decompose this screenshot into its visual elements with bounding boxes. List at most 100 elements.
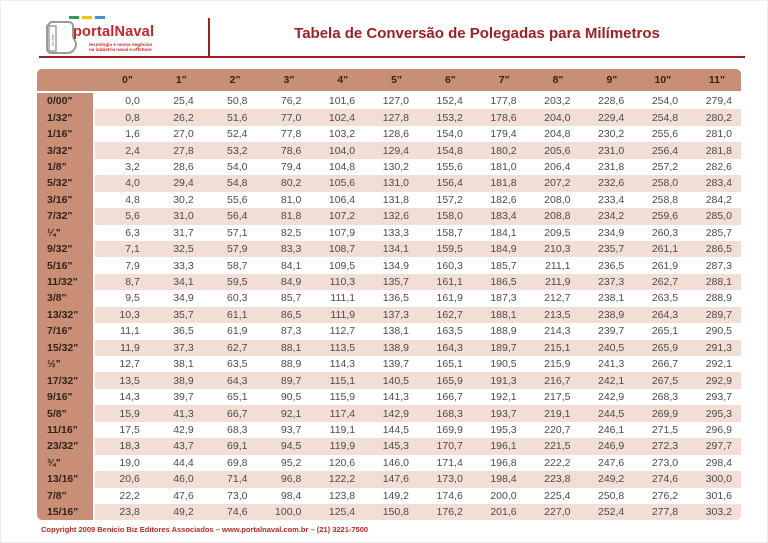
row-header: 15/16": [37, 503, 95, 521]
table-cell: 38,1: [148, 356, 203, 373]
row-header: 23/32": [37, 438, 95, 455]
table-cell: 105,6: [310, 175, 365, 192]
table-cell: 141,3: [364, 388, 418, 406]
table-cell: 242,1: [579, 372, 634, 389]
table-row: 17/32" 13,5 38,9 64,3 89,7 115,1 140,5 165,9 191…: [37, 372, 741, 389]
table-cell: 210,3: [525, 240, 580, 258]
table-cell: 20,6: [95, 471, 149, 488]
row-header: ¼": [37, 224, 95, 241]
table-cell: 73,0: [202, 487, 257, 504]
table-cell: 74,6: [202, 503, 257, 521]
table-cell: 106,4: [310, 191, 365, 209]
table-row: 7/8" 22,2 47,6 73,0 98,4 123,8 149,2 174,6 200,0…: [37, 487, 741, 504]
table-row: ½" 12,7 38,1 63,5 88,9 114,3 139,7 165,1 190,5 21…: [37, 356, 741, 373]
table-cell: 104,8: [310, 158, 365, 176]
table-row: ¾" 19,0 44,4 69,8 95,2 120,6 146,0 171,4 196,8 22…: [37, 454, 741, 472]
table-cell: 219,1: [525, 405, 580, 422]
column-header: 8": [525, 69, 580, 93]
table-cell: 3,2: [95, 158, 149, 176]
table-cell: 174,6: [417, 487, 472, 504]
table-cell: 107,9: [310, 224, 365, 241]
table-cell: 164,3: [417, 339, 472, 356]
table-cell: 129,4: [364, 142, 418, 159]
table-row: 3/32" 2,4 27,8 53,2 78,6 104,0 129,4 154,8 180,2…: [37, 142, 741, 159]
table-cell: 139,7: [364, 356, 418, 373]
table-cell: 260,3: [633, 224, 688, 241]
table-cell: 153,2: [417, 109, 472, 126]
table-cell: 223,8: [525, 471, 580, 488]
table-cell: 161,1: [417, 273, 472, 291]
table-cell: 284,2: [687, 191, 741, 209]
table-cell: 196,1: [471, 438, 526, 455]
table-cell: 132,6: [364, 208, 418, 225]
table-cell: 76,2: [256, 93, 311, 110]
table-cell: 152,4: [417, 93, 472, 110]
table-cell: 184,1: [471, 224, 526, 241]
row-header: 7/32": [37, 208, 95, 225]
table-cell: 292,1: [687, 356, 741, 373]
table-cell: 6,3: [95, 224, 149, 241]
table-cell: 138,1: [364, 323, 418, 340]
table-cell: 140,5: [364, 372, 418, 389]
table-cell: 288,9: [687, 290, 741, 307]
table-cell: 186,5: [471, 273, 526, 291]
table-cell: 188,1: [471, 306, 526, 324]
table-cell: 168,3: [417, 405, 472, 422]
table-cell: 131,0: [364, 175, 418, 192]
table-cell: 234,9: [579, 224, 634, 241]
table-cell: 93,7: [256, 421, 311, 439]
table-cell: 31,0: [148, 208, 203, 225]
row-header: 11/32": [37, 273, 95, 291]
table-cell: 214,3: [525, 323, 580, 340]
table-cell: 12,7: [95, 356, 149, 373]
table-cell: 69,8: [202, 454, 257, 472]
table-cell: 261,1: [633, 240, 688, 258]
table-cell: 154,8: [417, 142, 472, 159]
page-title: Tabela de Conversão de Polegadas para Mi…: [294, 25, 660, 42]
table-cell: 9,5: [95, 290, 149, 307]
table-cell: 0,8: [95, 109, 149, 126]
table-cell: 64,3: [202, 372, 257, 389]
brand-tagline: tecnologia e novos negócios na indústria…: [89, 42, 153, 53]
table-cell: 285,0: [687, 208, 741, 225]
table-cell: 204,8: [525, 125, 580, 143]
table-cell: 271,5: [633, 421, 688, 439]
table-cell: 5,6: [95, 208, 149, 225]
table-cell: 15,9: [95, 405, 149, 422]
table-cell: 221,5: [525, 438, 580, 455]
table-cell: 84,9: [256, 273, 311, 291]
table-cell: 107,2: [310, 208, 365, 225]
table-cell: 27,8: [148, 142, 203, 159]
table-cell: 220,7: [525, 421, 580, 439]
table-cell: 79,4: [256, 158, 311, 176]
table-cell: 134,1: [364, 240, 418, 258]
table-cell: 71,4: [202, 471, 257, 488]
table-cell: 232,6: [579, 175, 634, 192]
table-cell: 183,4: [471, 208, 526, 225]
table-cell: 216,7: [525, 372, 580, 389]
table-cell: 165,9: [417, 372, 472, 389]
table-row: ¼" 6,3 31,7 57,1 82,5 107,9 133,3 158,7 184,1 209…: [37, 224, 741, 241]
table-cell: 160,3: [417, 257, 472, 274]
table-cell: 26,2: [148, 109, 203, 126]
table-cell: 178,6: [471, 109, 526, 126]
table-cell: 208,8: [525, 208, 580, 225]
table-cell: 233,4: [579, 191, 634, 209]
table-cell: 180,2: [471, 142, 526, 159]
row-header: 0/00": [37, 93, 95, 110]
table-cell: 110,3: [310, 273, 365, 291]
table-cell: 18,3: [95, 438, 149, 455]
table-cell: 212,7: [525, 290, 580, 307]
table-cell: 57,1: [202, 224, 257, 241]
table-cell: 276,2: [633, 487, 688, 504]
row-header: 11/16": [37, 421, 95, 439]
table-cell: 31,7: [148, 224, 203, 241]
table-cell: 283,4: [687, 175, 741, 192]
table-cell: 256,4: [633, 142, 688, 159]
table-cell: 205,6: [525, 142, 580, 159]
column-header: 2": [202, 69, 257, 93]
row-header: 3/8": [37, 290, 95, 307]
table-cell: 262,7: [633, 273, 688, 291]
table-cell: 282,6: [687, 158, 741, 176]
table-cell: 112,7: [310, 323, 365, 340]
